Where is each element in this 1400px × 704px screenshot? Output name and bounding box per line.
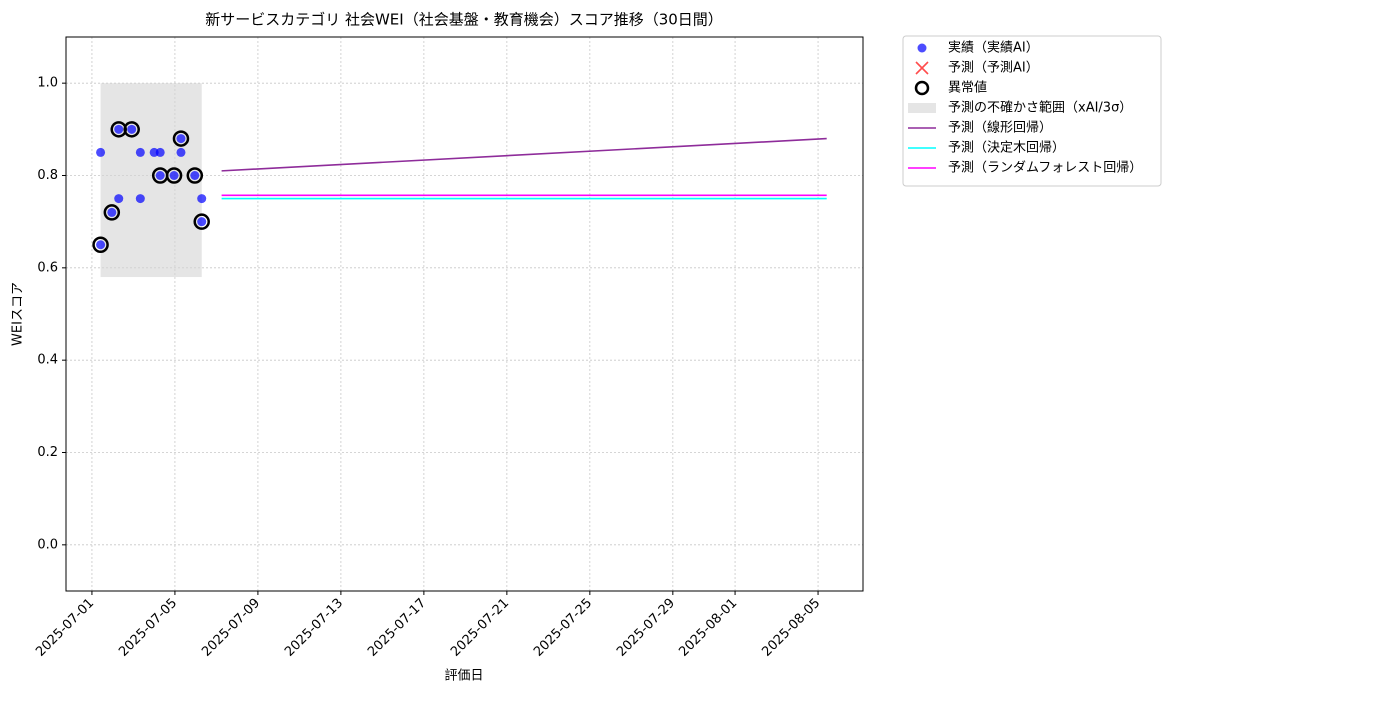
x-tick-label: 2025-07-25 [531,596,595,660]
data-point [197,194,207,204]
y-tick-label: 0.6 [37,260,58,275]
data-point [190,171,200,180]
data-point [176,134,186,144]
y-tick-label: 0.2 [37,445,58,460]
legend-label: 予測（決定木回帰） [948,140,1065,156]
legend-label: 予測（予測AI） [948,61,1039,76]
data-point [114,124,124,134]
x-tick-label: 2025-07-05 [116,596,180,660]
data-point [155,147,165,157]
data-point [197,217,207,227]
chart-title: 新サービスカテゴリ 社会WEI（社会基盤・教育機会）スコア推移（30日間） [205,11,723,29]
uncertainty-band [100,83,202,278]
legend-marker [908,103,936,113]
data-point [107,207,117,217]
data-point [155,171,165,180]
prediction-line [221,137,827,172]
y-axis-label: WEIスコア [11,282,26,346]
x-tick-label: 2025-07-29 [614,596,678,660]
data-point [176,147,186,157]
data-point [135,194,145,204]
anomaly-marker [186,167,204,184]
data-point [114,194,124,204]
anomaly-marker [92,236,109,253]
data-point [96,147,106,157]
x-tick-label: 2025-07-17 [365,596,429,660]
legend-marker [917,43,927,53]
legend-box [902,35,1162,187]
y-tick-label: 0.4 [37,353,58,368]
legend-marker [914,80,930,96]
anomaly-marker [165,167,183,184]
anomaly-marker [193,213,210,230]
x-tick-label: 2025-07-09 [199,596,263,660]
y-tick-label: 0.0 [37,537,58,552]
legend-marker [915,61,929,75]
anomaly-marker [172,130,190,147]
y-tick-label: 0.8 [37,168,58,183]
legend-label: 予測（ランダムフォレスト回帰） [948,160,1142,176]
x-tick-label: 2025-08-01 [676,596,740,660]
data-point [135,147,145,157]
legend-label: 予測の不確かさ範囲（xAI/3σ） [948,100,1132,116]
y-tick-label: 1.0 [37,76,58,91]
x-tick-label: 2025-07-13 [282,596,346,660]
x-tick-label: 2025-07-21 [448,596,512,660]
plot-frame [65,36,864,592]
legend-label: 異常値 [948,80,987,96]
anomaly-marker [103,204,121,221]
legend-label: 実績（実績AI） [948,40,1039,56]
data-point [96,240,106,250]
anomaly-marker [123,121,140,138]
data-point [169,171,179,180]
x-axis-label: 評価日 [444,669,483,684]
data-point [127,124,137,134]
legend-label: 予測（線形回帰） [948,120,1052,136]
x-tick-label: 2025-07-01 [33,596,97,660]
x-tick-label: 2025-08-05 [759,596,823,660]
